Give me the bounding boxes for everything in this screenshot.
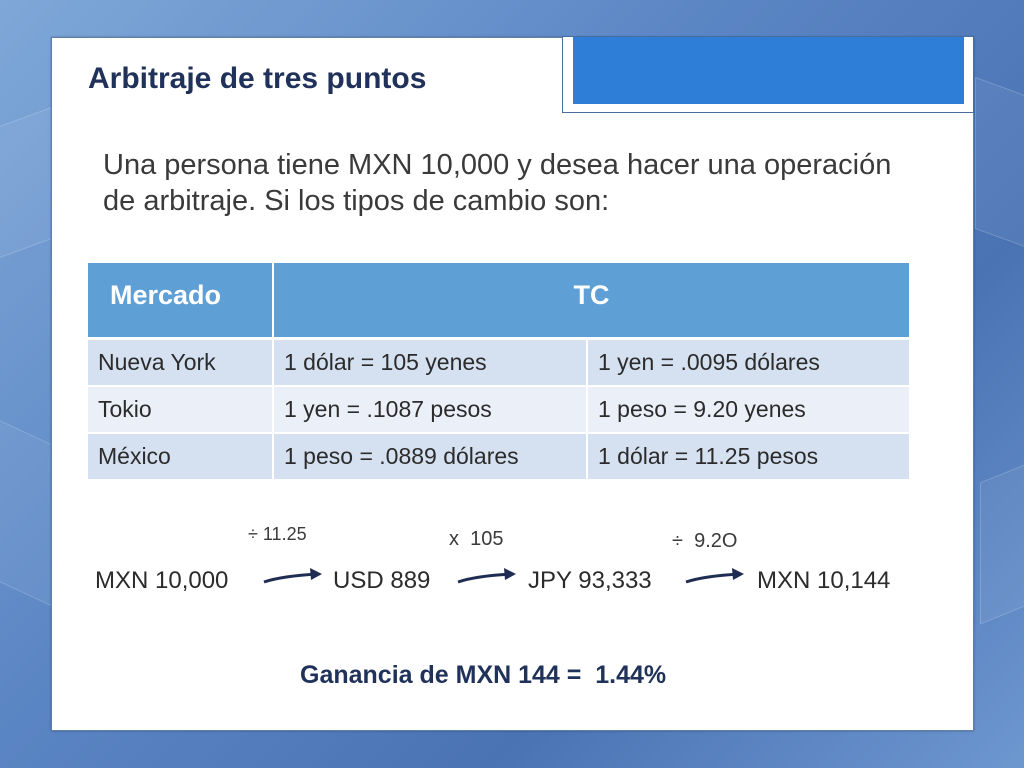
header-accent-block [562, 36, 974, 113]
table-row: Nueva York 1 dólar = 105 yenes 1 yen = .… [88, 338, 911, 387]
background-shape [980, 457, 1024, 625]
cell-market: Nueva York [88, 338, 274, 387]
operation-divide-1: ÷ 11.25 [248, 524, 307, 544]
operation-multiply: x 105 [449, 528, 504, 550]
slide-title: Arbitraje de tres puntos [88, 62, 427, 95]
table-row: México 1 peso = .0889 dólares 1 dólar = … [88, 433, 911, 481]
step-usd: USD 889 [333, 567, 431, 594]
cell-rate: 1 yen = .1087 pesos [273, 386, 588, 434]
intro-text: Una persona tiene MXN 10,000 y desea hac… [103, 149, 892, 217]
cell-rate: 1 dólar = 105 yenes [273, 338, 588, 387]
table-row: Tokio 1 yen = .1087 pesos 1 peso = 9.20 … [88, 386, 911, 434]
header-tc: TC [273, 263, 911, 340]
header-mercado: Mercado [88, 263, 274, 340]
step-mxn-start: MXN 10,000 [95, 567, 229, 594]
cell-rate-inverse: 1 yen = .0095 dólares [587, 338, 911, 387]
cell-rate-inverse: 1 peso = 9.20 yenes [587, 386, 911, 434]
table-header-row: Mercado TC [88, 263, 911, 340]
cell-market: México [88, 433, 274, 481]
cell-market: Tokio [88, 386, 274, 434]
arrow-right-icon [685, 568, 744, 584]
accent-fill [573, 37, 964, 104]
background-shape [975, 76, 1024, 256]
step-mxn-end: MXN 10,144 [757, 567, 891, 594]
arrow-right-icon [263, 568, 322, 584]
exchange-rate-table: Mercado TC Nueva York 1 dólar = 105 yene… [88, 263, 911, 481]
step-jpy: JPY 93,333 [528, 567, 652, 594]
arrow-right-icon [457, 568, 516, 584]
result-gain: Ganancia de MXN 144 = 1.44% [300, 661, 667, 689]
operation-divide-2: ÷ 9.2O [672, 530, 738, 552]
cell-rate-inverse: 1 dólar = 11.25 pesos [587, 433, 911, 481]
cell-rate: 1 peso = .0889 dólares [273, 433, 588, 481]
